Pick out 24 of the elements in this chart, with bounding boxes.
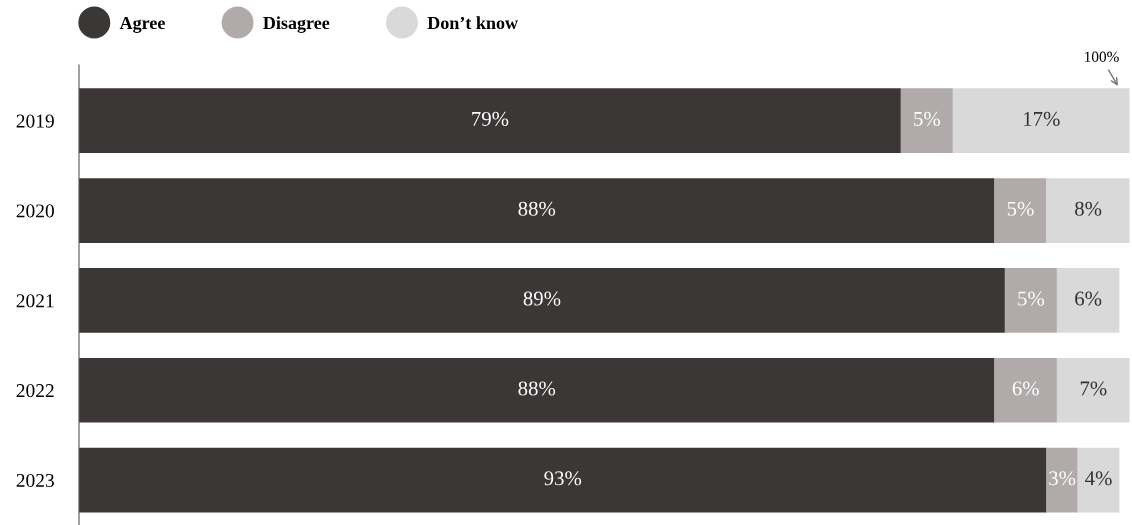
legend-label: Disagree [263, 16, 330, 33]
data-label: 6% [1012, 381, 1039, 396]
y-tick-label: 2021 [16, 294, 54, 308]
data-label: 7% [1080, 381, 1107, 396]
data-label: 3% [1049, 471, 1076, 486]
y-tick-label: 2020 [16, 204, 54, 218]
data-label: 4% [1085, 471, 1112, 486]
y-tick-label: 2022 [16, 384, 54, 398]
data-label: 79% [472, 111, 509, 126]
data-label: 5% [1007, 201, 1034, 216]
annotation: 100% [1085, 51, 1119, 62]
y-tick-label: 2019 [16, 114, 54, 128]
data-label: 88% [518, 201, 556, 216]
data-label: 93% [544, 471, 582, 486]
data-label: 5% [914, 111, 941, 126]
data-label: 6% [1075, 291, 1102, 306]
y-tick-label: 2023 [16, 473, 54, 488]
legend-label: Don’t know [427, 16, 518, 30]
data-label: 89% [523, 291, 561, 306]
data-label: 8% [1075, 201, 1102, 216]
data-label: 5% [1018, 291, 1045, 306]
data-label: 88% [518, 381, 556, 396]
legend-label: Agree [119, 16, 165, 33]
data-label: 17% [1024, 111, 1060, 126]
